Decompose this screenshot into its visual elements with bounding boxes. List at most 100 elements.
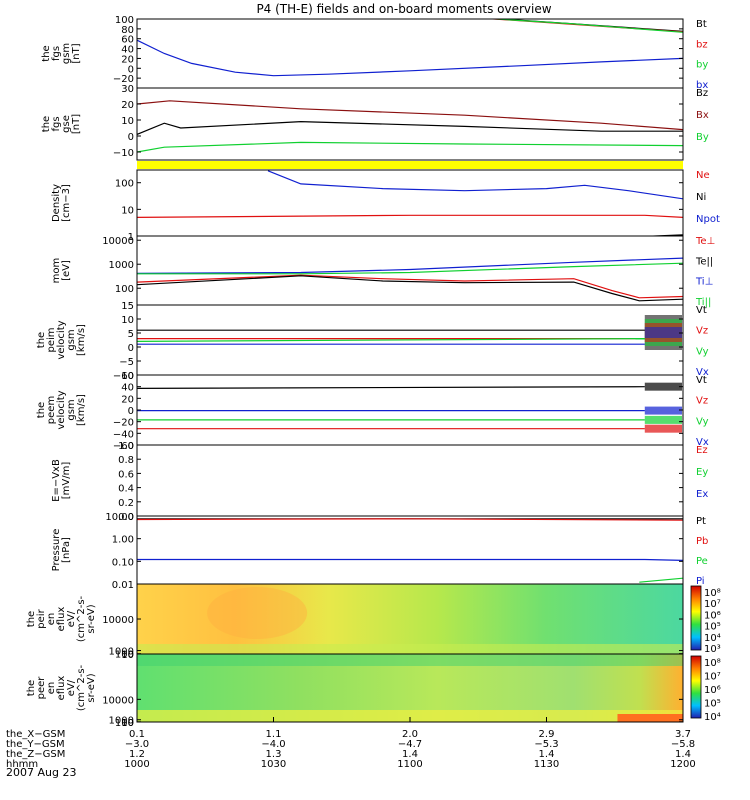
y-tick-label: 10.00 bbox=[105, 512, 134, 523]
y-axis-label: velocity bbox=[56, 390, 67, 429]
y-axis-label: [nPa] bbox=[61, 537, 72, 563]
noisy-tail bbox=[644, 424, 682, 433]
legend-Bx: Bx bbox=[696, 110, 709, 121]
series-Pb bbox=[137, 518, 683, 521]
legend-Vx: Vx bbox=[696, 367, 709, 378]
y-axis-label: fgs bbox=[51, 46, 62, 61]
legend-Vz: Vz bbox=[696, 396, 708, 407]
y-axis-label: fgs bbox=[51, 116, 62, 131]
y-tick-label: 10 bbox=[121, 650, 134, 661]
y-tick-label: −5 bbox=[119, 357, 134, 368]
y-axis-label: peim bbox=[46, 327, 57, 352]
x-tick-label: 1.3 bbox=[266, 749, 282, 760]
x-axis-row-label: the_X−GSM bbox=[6, 729, 65, 740]
y-tick-label: 15 bbox=[121, 301, 134, 312]
panel-pressure: 10.00 1.00 0.10 0.01 Pressure [nPa] Pt Pb Pe Pi bbox=[51, 512, 708, 591]
legend-Pi: Pi bbox=[696, 576, 705, 587]
y-tick-label: 0.8 bbox=[118, 455, 134, 466]
legend-Vt: Vt bbox=[696, 305, 707, 316]
y-axis-label: velocity bbox=[56, 320, 67, 359]
x-tick-label: 2.0 bbox=[402, 729, 418, 740]
y-tick-label: 100 bbox=[115, 15, 134, 26]
panel-frame bbox=[136, 87, 684, 161]
y-axis-label: gsm bbox=[66, 329, 77, 350]
colorbar-label: 10⁴ bbox=[704, 633, 721, 644]
noisy-burst bbox=[644, 327, 682, 338]
y-tick-label: −10 bbox=[113, 371, 134, 382]
y-axis-label: [cm−3] bbox=[61, 184, 72, 222]
y-axis-label: sr-eV) bbox=[86, 604, 97, 633]
spectrogram-low-band bbox=[137, 644, 683, 654]
y-tick-label: −20 bbox=[113, 418, 134, 429]
legend-by: by bbox=[696, 60, 708, 71]
series-Vt bbox=[137, 386, 645, 389]
noisy-tail bbox=[644, 406, 682, 415]
y-axis-label: eV/ bbox=[66, 610, 77, 627]
y-tick-label: 10 bbox=[121, 315, 134, 326]
y-tick-label: 10000 bbox=[102, 695, 134, 706]
x-tick-label: 1.4 bbox=[539, 749, 555, 760]
series-Ti⊥ bbox=[137, 257, 683, 274]
x-axis-row-label: the_Z−GSM bbox=[6, 749, 65, 760]
x-tick-label: −3.0 bbox=[125, 739, 149, 750]
x-tick-label: −5.3 bbox=[534, 739, 558, 750]
colorbar-peir_en_eflux bbox=[690, 585, 702, 651]
x-axis-labels: the_X−GSMthe_Y−GSMthe_Z−GSMhhmm0.1−3.01.… bbox=[6, 717, 696, 770]
colorbar-label: 10⁶ bbox=[704, 685, 721, 696]
x-tick-label: 1.4 bbox=[402, 749, 418, 760]
y-tick-label: −20 bbox=[113, 74, 134, 85]
y-axis-label: Density bbox=[51, 184, 62, 222]
y-axis-label: [km/s] bbox=[76, 394, 87, 426]
y-axis-label: (cm^2-s- bbox=[76, 595, 87, 642]
noisy-tail bbox=[644, 382, 682, 391]
y-axis-label: gsm bbox=[61, 43, 72, 64]
y-axis-label: eflux bbox=[56, 676, 67, 701]
y-axis-label: [eV] bbox=[61, 260, 72, 281]
date-label: 2007 Aug 23 bbox=[6, 766, 76, 779]
x-axis-row-label: the_Y−GSM bbox=[6, 739, 65, 750]
series-Bz bbox=[137, 120, 683, 135]
legend-Pe: Pe bbox=[696, 556, 708, 567]
y-axis-label: peir bbox=[36, 608, 47, 628]
y-tick-label: 0.6 bbox=[118, 469, 134, 480]
x-tick-label: 1.4 bbox=[675, 749, 691, 760]
spectrogram-hot-corner bbox=[617, 714, 683, 722]
x-tick-label: 0.1 bbox=[129, 729, 145, 740]
y-tick-label: 60 bbox=[121, 371, 134, 382]
y-axis-label: peer bbox=[36, 676, 47, 700]
series-Ti|| bbox=[137, 262, 683, 275]
x-tick-label: 3.7 bbox=[675, 729, 691, 740]
legend-Pb: Pb bbox=[696, 536, 708, 547]
legend-Vy: Vy bbox=[696, 416, 709, 427]
y-tick-label: 0 bbox=[128, 132, 134, 143]
colorbar-label: 10⁴ bbox=[704, 712, 721, 723]
y-tick-label: 40 bbox=[121, 45, 134, 56]
x-tick-label: −4.0 bbox=[261, 739, 285, 750]
legend-bz: bz bbox=[696, 39, 708, 50]
panel-frame bbox=[136, 444, 684, 517]
y-tick-label: 0.10 bbox=[112, 557, 134, 568]
colorbar-label: 10⁵ bbox=[704, 622, 721, 633]
panel-frame bbox=[136, 18, 684, 89]
series-By bbox=[137, 141, 683, 153]
panel-frame bbox=[136, 515, 684, 585]
y-tick-label: 1 bbox=[128, 232, 134, 243]
y-tick-label: 30 bbox=[121, 84, 134, 95]
colorbar-label: 10³ bbox=[704, 644, 721, 655]
y-axis-label: the bbox=[26, 611, 37, 627]
y-axis-label: [nT] bbox=[71, 43, 82, 63]
y-tick-label: 100 bbox=[115, 179, 134, 190]
y-tick-label: 80 bbox=[121, 25, 134, 36]
panel-mom_temp: 10000 1000 100 mom [eV] Te⊥ Te|| Ti⊥ Ti|| bbox=[51, 235, 715, 308]
series-Te⊥ bbox=[137, 274, 683, 299]
y-tick-label: 1.00 bbox=[112, 535, 134, 546]
legend-Vt: Vt bbox=[696, 375, 707, 386]
legend-Te⊥: Te⊥ bbox=[695, 236, 715, 247]
legend-Vy: Vy bbox=[696, 346, 709, 357]
legend-Bz: Bz bbox=[696, 88, 708, 99]
y-tick-label: −10 bbox=[113, 148, 134, 159]
